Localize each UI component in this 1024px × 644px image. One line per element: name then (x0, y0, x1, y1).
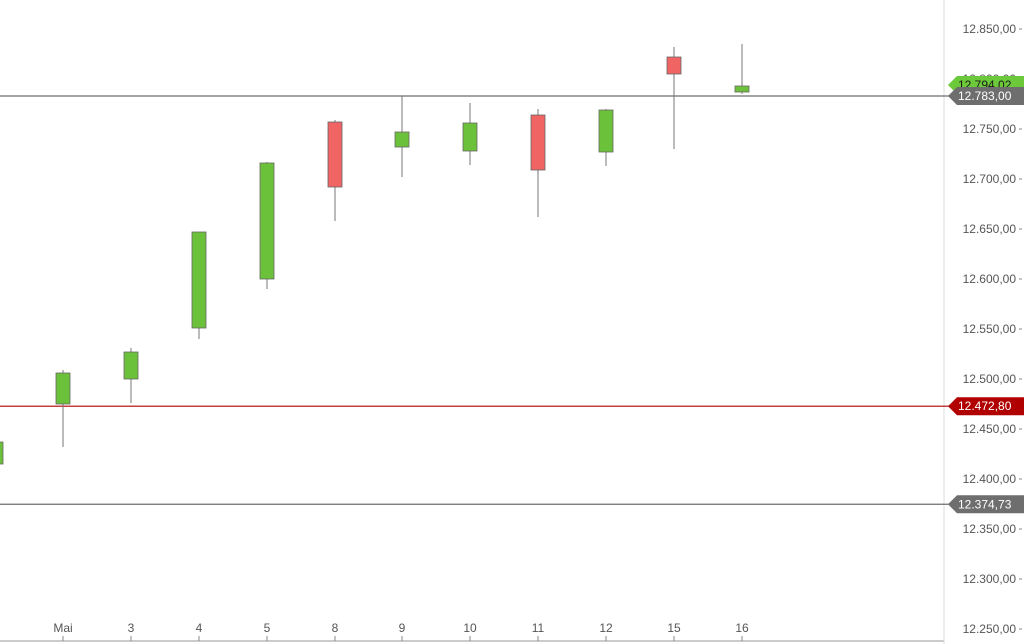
y-tick-label: 12.350,00 (963, 522, 1017, 536)
x-tick-label: 9 (399, 621, 406, 635)
y-tick-label: 12.300,00 (963, 572, 1017, 586)
candle-body (55, 372, 71, 405)
price-marker-label: 12.783,00 (958, 89, 1012, 103)
x-tick-label: 16 (735, 621, 749, 635)
candle-body (259, 162, 275, 280)
candle-body (734, 85, 750, 93)
x-tick-label: 8 (332, 621, 339, 635)
x-tick-label: 10 (463, 621, 477, 635)
y-tick-label: 12.400,00 (963, 472, 1017, 486)
y-tick-label: 12.450,00 (963, 422, 1017, 436)
horizontal-lines-layer (0, 95, 950, 505)
candle-body (394, 131, 410, 148)
candle-body (327, 121, 343, 188)
x-tick-label: 12 (599, 621, 613, 635)
x-tick-label: 15 (667, 621, 681, 635)
x-tick-label: 5 (264, 621, 271, 635)
y-tick-label: 12.700,00 (963, 172, 1017, 186)
y-tick-label: 12.550,00 (963, 322, 1017, 336)
candle-body (598, 109, 614, 153)
y-tick-label: 12.650,00 (963, 222, 1017, 236)
candle-body (191, 231, 207, 329)
y-tick-label: 12.750,00 (963, 122, 1017, 136)
candle-body (666, 56, 682, 75)
candle-body (462, 122, 478, 152)
price-marker-tag (948, 87, 1024, 105)
x-tick-label: 3 (128, 621, 135, 635)
candle-body (123, 351, 139, 380)
y-tick-label: 12.250,00 (963, 622, 1017, 636)
x-tick-label: 4 (196, 621, 203, 635)
y-tick-label: 12.850,00 (963, 22, 1017, 36)
x-tick-label: 11 (532, 621, 545, 635)
price-marker-tag (948, 495, 1024, 514)
x-tick-label: Mai (53, 621, 72, 635)
candles-layer (0, 44, 750, 465)
candle-body (530, 114, 546, 171)
y-tick-label: 12.600,00 (963, 272, 1017, 286)
candle-body (0, 441, 4, 465)
price-marker-label: 12.472,80 (958, 399, 1012, 413)
y-tick-label: 12.500,00 (963, 372, 1017, 386)
price-marker-label: 12.374,73 (958, 497, 1012, 511)
price-marker-tag (948, 397, 1024, 416)
